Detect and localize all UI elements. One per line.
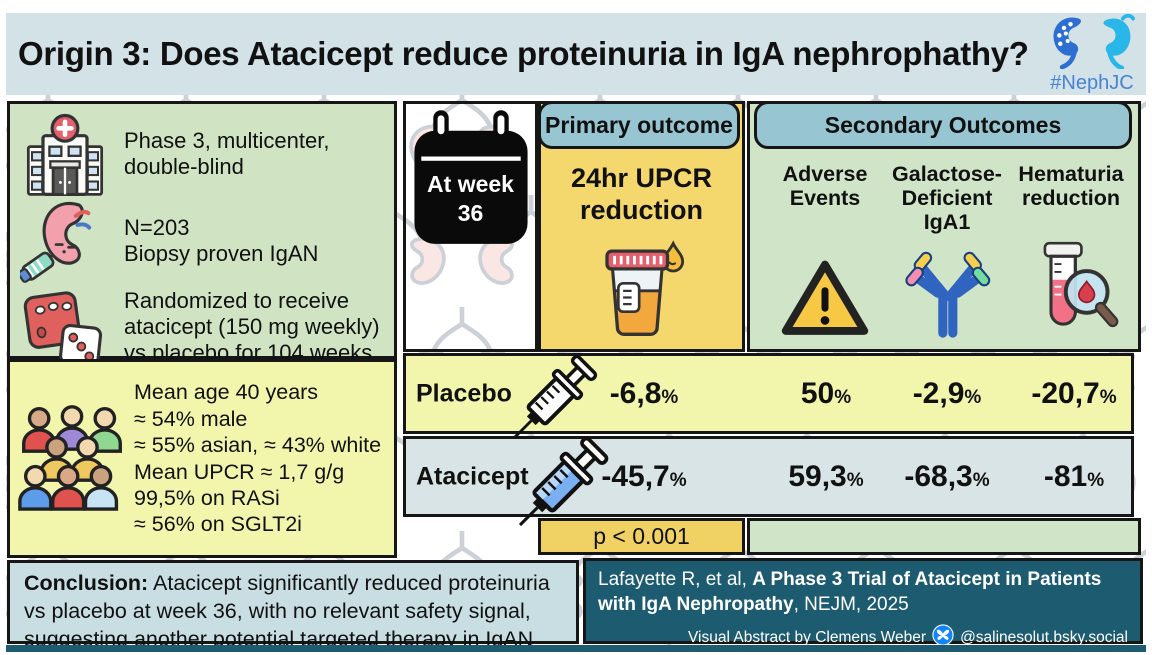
primary-outcome-panel: Primary outcome 24hr UPCR reduction [538,101,745,352]
test-tube-magnifier-icon [1022,238,1120,343]
syringe-outline-icon [502,344,608,450]
conclusion-label: Conclusion: [24,571,149,595]
secondary-col-adverse-events: Adverse Events [754,162,896,343]
placebo-primary-value: -6,8% [609,376,679,410]
people-group-icon [16,397,128,520]
urine-cup-icon [594,236,690,345]
study-row-design: Phase 3, multicenter, double-blind [18,110,386,198]
study-row-randomization: Randomized to receive atacicept (150 mg … [18,284,386,370]
atacicept-gdiga1-value: -68,3% [904,459,990,493]
study-design-panel: Phase 3, multicenter, double-blind [7,101,397,368]
placebo-row: Placebo -6,8% 50% -2,9% -20,7% [403,353,1134,438]
p-value-box: p < 0.001 [538,518,745,555]
atacicept-row: Atacicept -45,7% 59,3% - [403,436,1134,527]
primary-outcome-header: Primary outcome [538,101,740,149]
atacicept-adverse-value: 59,3% [788,459,864,493]
bottom-teal-strip [6,645,1146,652]
dice-icon [18,284,112,370]
citation-panel: Lafayette R, et al, A Phase 3 Trial of A… [583,558,1143,646]
study-row-population: N=203 Biopsy proven IgAN [18,198,386,284]
study-design-text: Phase 3, multicenter, double-blind [124,128,330,179]
secondary-filler-box [747,518,1141,555]
secondary-outcomes-panel: Secondary Outcomes Adverse Events [747,101,1141,352]
nephjc-kidneys-icon [1053,13,1135,71]
bluesky-butterfly-icon [932,624,954,652]
nephjc-hashtag: #NephJC [1050,72,1134,94]
page-title: Origin 3: Does Atacicept reduce proteinu… [18,35,1029,72]
hospital-icon [18,110,112,198]
abstract-body: Origin 3: Does Atacicept reduce proteinu… [6,13,1146,652]
syringe-blue-icon [506,425,620,539]
nephjc-logo: #NephJC [1036,13,1148,95]
secondary-col-gd-iga1: Galactose- Deficient IgA1 [876,162,1018,343]
atacicept-hematuria-value: -81% [1043,459,1105,493]
population-text: Mean age 40 years ≈ 54% male ≈ 55% asian… [134,380,382,537]
placebo-gdiga1-value: -2,9% [912,376,982,410]
credit-line: Visual Abstract by Clemens Weber @saline… [598,624,1128,652]
study-population-text: N=203 Biopsy proven IgAN [124,215,319,266]
placebo-adverse-value: 50% [800,376,852,410]
citation-text: Lafayette R, et al, A Phase 3 Trial of A… [598,569,1102,615]
placebo-label: Placebo [416,379,512,407]
population-panel: Mean age 40 years ≈ 54% male ≈ 55% asian… [7,359,397,558]
bluesky-handle: @salinesolut.bsky.social [960,629,1128,647]
atacicept-primary-value: -45,7% [601,459,687,493]
study-randomization-text: Randomized to receive atacicept (150 mg … [124,288,380,365]
warning-triangle-icon [777,254,873,343]
conclusion-panel: Conclusion: Atacicept significantly redu… [7,560,579,651]
calendar-icon: At week 36 [411,108,531,253]
timepoint-panel: At week 36 [403,101,538,352]
gd-iga1-label: Galactose- Deficient IgA1 [892,162,1002,235]
placebo-hematuria-value: -20,7% [1031,376,1117,410]
primary-outcome-label: 24hr UPCR reduction [570,163,713,226]
secondary-outcomes-header: Secondary Outcomes [754,101,1132,149]
timepoint-label: At week 36 [427,171,514,226]
atacicept-label: Atacicept [416,462,529,490]
kidney-biopsy-icon [18,198,112,284]
secondary-col-hematuria: Hematuria reduction [1000,162,1142,343]
header-bar: Origin 3: Does Atacicept reduce proteinu… [6,13,1146,95]
adverse-events-label: Adverse Events [782,162,868,211]
credit-text: Visual Abstract by Clemens Weber [687,629,927,647]
hematuria-label: Hematuria reduction [1018,162,1124,211]
antibody-icon [901,240,993,343]
